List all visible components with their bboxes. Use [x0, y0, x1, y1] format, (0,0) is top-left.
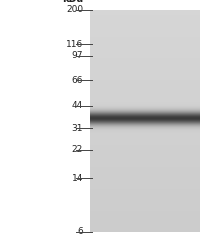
Text: 97: 97: [71, 51, 83, 60]
Text: kDa: kDa: [62, 0, 83, 4]
Text: 66: 66: [71, 76, 83, 85]
Text: 116: 116: [66, 40, 83, 49]
Text: 200: 200: [66, 6, 83, 14]
Text: 31: 31: [71, 124, 83, 132]
Text: 22: 22: [72, 145, 83, 154]
Text: 14: 14: [72, 174, 83, 183]
Text: 44: 44: [72, 101, 83, 110]
Text: 6: 6: [77, 228, 83, 236]
